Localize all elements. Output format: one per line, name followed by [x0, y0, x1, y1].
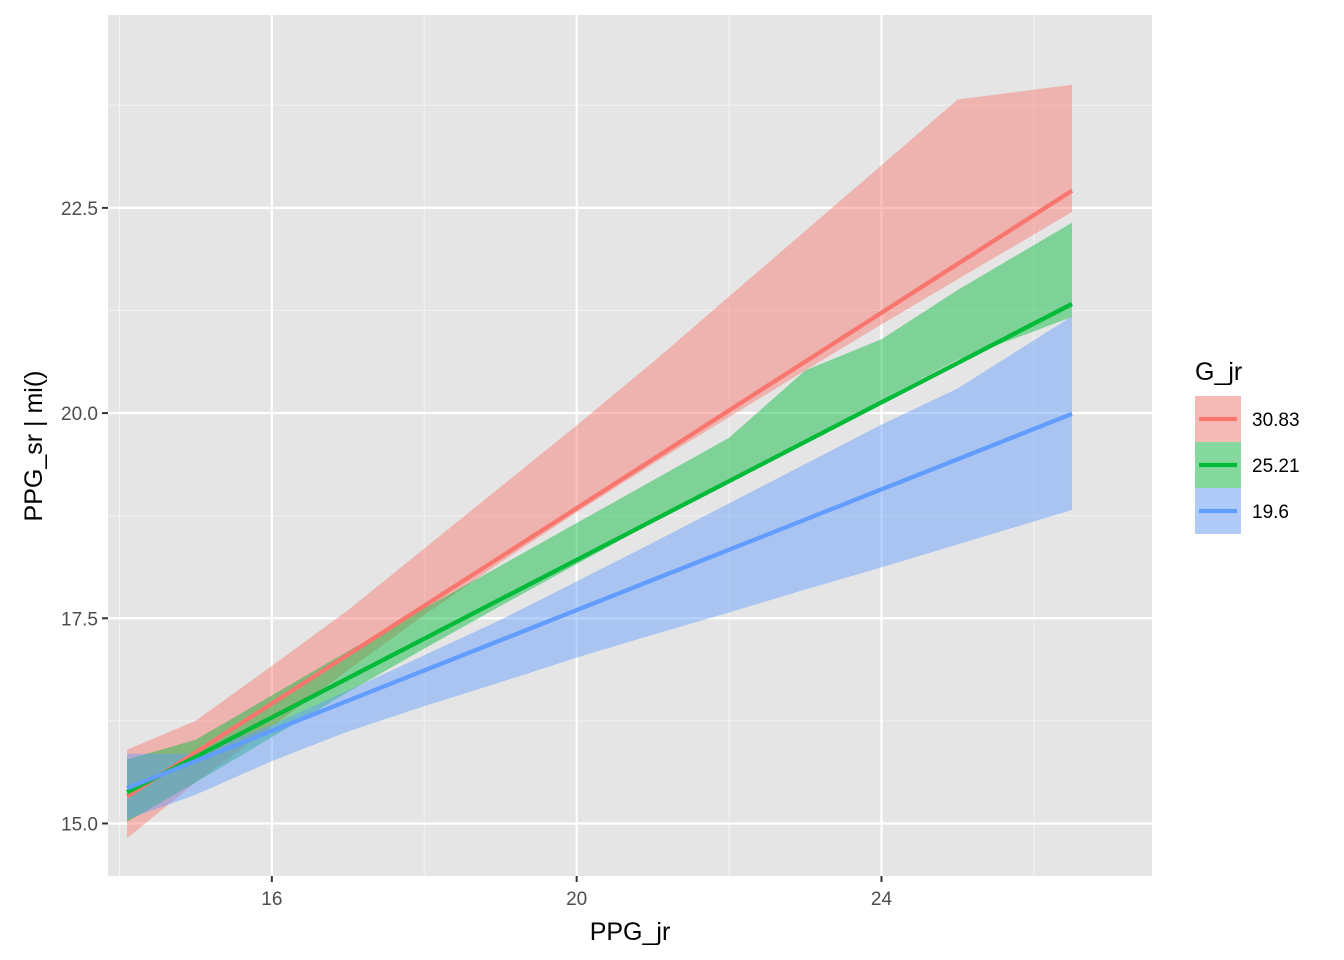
- legend-item-0: 30.83: [1195, 396, 1300, 442]
- x-axis: 16 20 24: [261, 876, 892, 910]
- series-lines: [125, 188, 1074, 799]
- series-line-2: [126, 411, 1073, 791]
- legend-label: 25.21: [1252, 456, 1300, 477]
- legend-item-1: 25.21: [1195, 442, 1300, 488]
- y-tick-label: 22.5: [61, 199, 98, 220]
- legend-label: 30.83: [1252, 410, 1300, 431]
- x-tick-label: 16: [261, 889, 282, 910]
- minor-gridlines: [108, 15, 1152, 876]
- y-tick-label: 15.0: [61, 814, 98, 835]
- y-tick-label: 17.5: [61, 609, 98, 630]
- legend-title: G_jr: [1195, 358, 1242, 386]
- y-axis: 15.0 17.5 20.0 22.5: [61, 199, 108, 835]
- legend: G_jr 30.83 25.21 19.6: [1195, 358, 1300, 534]
- confidence-band-0: [127, 84, 1072, 839]
- y-axis-title: PPG_sr | mi(): [20, 371, 48, 522]
- legend-item-2: 19.6: [1195, 488, 1289, 534]
- x-tick-label: 24: [871, 889, 893, 910]
- y-tick-label: 20.0: [61, 404, 98, 425]
- legend-label: 19.6: [1252, 502, 1289, 523]
- series-line-0: [125, 188, 1074, 799]
- x-tick-label: 20: [566, 889, 587, 910]
- plot-panel: [108, 15, 1152, 876]
- series-line-1: [126, 302, 1073, 795]
- major-gridlines: [108, 15, 1152, 876]
- x-axis-title: PPG_jr: [590, 918, 671, 946]
